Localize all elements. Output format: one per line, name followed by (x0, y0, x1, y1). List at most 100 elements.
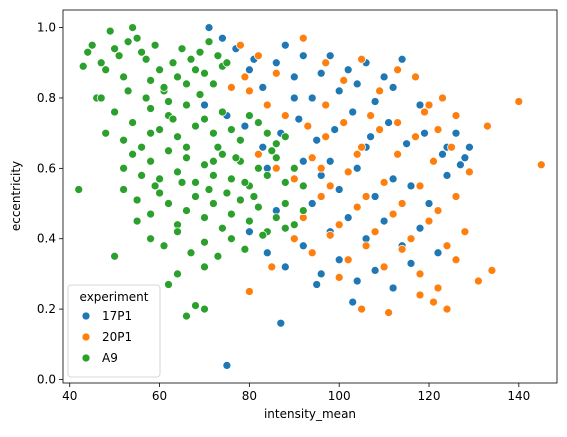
data-point-A9 (146, 128, 155, 138)
data-point-17P1 (352, 79, 362, 89)
data-point-20P1 (361, 241, 371, 251)
data-point-A9 (280, 178, 290, 187)
legend-marker-17P1 (81, 311, 91, 321)
data-point-17P1 (415, 223, 425, 233)
data-point-17P1 (343, 213, 353, 222)
data-point-A9 (200, 68, 209, 78)
data-point-A9 (123, 86, 133, 96)
data-point-A9 (298, 206, 308, 215)
data-point-17P1 (379, 216, 389, 226)
data-point-17P1 (415, 100, 425, 110)
data-point-17P1 (406, 181, 416, 191)
data-point-A9 (146, 234, 155, 244)
data-point-A9 (236, 135, 245, 145)
data-point-A9 (195, 47, 205, 57)
data-point-A9 (146, 104, 155, 113)
x-tick-label: 60 (152, 389, 167, 403)
y-tick-label: 0.8 (37, 91, 56, 105)
data-point-A9 (204, 37, 214, 47)
data-point-A9 (200, 160, 209, 170)
data-point-20P1 (451, 192, 461, 201)
data-point-20P1 (339, 76, 349, 85)
data-point-20P1 (411, 72, 420, 82)
data-point-A9 (182, 142, 191, 152)
data-point-17P1 (289, 72, 299, 82)
legend-marker-A9 (81, 353, 91, 363)
data-point-A9 (101, 128, 111, 138)
data-point-20P1 (343, 167, 353, 177)
data-point-A9 (110, 107, 119, 117)
data-point-A9 (137, 171, 146, 180)
data-point-20P1 (429, 297, 438, 307)
data-point-20P1 (379, 178, 389, 187)
data-point-A9 (182, 100, 191, 110)
data-point-A9 (218, 149, 227, 159)
data-point-A9 (128, 23, 137, 32)
data-point-A9 (132, 216, 142, 226)
data-point-A9 (146, 209, 155, 219)
data-point-20P1 (483, 121, 492, 131)
data-point-A9 (245, 216, 254, 226)
data-point-20P1 (433, 206, 443, 215)
data-point-17P1 (294, 114, 304, 124)
data-point-17P1 (424, 199, 434, 208)
data-point-A9 (182, 311, 191, 321)
data-point-A9 (146, 76, 155, 85)
legend-label-A9: A9 (102, 351, 118, 365)
data-point-20P1 (384, 308, 393, 317)
data-point-A9 (200, 114, 209, 124)
x-tick-label: 80 (242, 389, 257, 403)
data-point-20P1 (316, 163, 326, 173)
data-point-20P1 (406, 234, 416, 244)
data-point-A9 (173, 72, 182, 82)
data-point-A9 (262, 128, 272, 138)
data-point-20P1 (536, 160, 546, 170)
data-point-A9 (119, 163, 128, 173)
data-point-A9 (173, 167, 182, 177)
data-point-20P1 (289, 234, 299, 244)
data-point-A9 (173, 227, 182, 237)
data-point-17P1 (222, 361, 232, 370)
data-point-17P1 (325, 156, 335, 166)
data-point-A9 (218, 107, 227, 117)
data-point-20P1 (375, 86, 384, 96)
data-point-A9 (96, 93, 106, 103)
legend-title: experiment (80, 290, 149, 304)
data-point-20P1 (460, 227, 470, 237)
y-axis: 0.0 0.2 0.4 0.6 0.8 1.0 (37, 21, 63, 386)
data-point-17P1 (258, 142, 268, 152)
data-point-17P1 (420, 128, 429, 138)
data-point-A9 (191, 178, 200, 187)
points-layer (74, 23, 546, 370)
data-point-A9 (182, 153, 191, 163)
data-point-A9 (280, 223, 290, 233)
data-point-A9 (254, 202, 263, 212)
data-point-17P1 (298, 51, 308, 61)
data-point-17P1 (366, 132, 375, 142)
data-point-17P1 (276, 318, 286, 328)
data-point-17P1 (334, 185, 344, 194)
data-point-A9 (164, 280, 173, 289)
data-point-20P1 (352, 202, 362, 212)
data-point-17P1 (370, 97, 380, 106)
data-point-A9 (177, 178, 187, 187)
x-tick-label: 40 (62, 389, 77, 403)
data-point-20P1 (289, 174, 299, 184)
data-point-A9 (236, 195, 245, 205)
data-point-17P1 (370, 266, 380, 275)
data-point-A9 (298, 181, 308, 191)
y-axis-label: eccentricity (9, 161, 23, 231)
data-point-A9 (168, 58, 178, 68)
data-point-17P1 (289, 93, 299, 103)
data-point-20P1 (334, 273, 344, 282)
data-point-17P1 (307, 199, 317, 208)
data-point-20P1 (334, 220, 344, 230)
data-point-A9 (191, 301, 200, 310)
data-point-A9 (155, 65, 164, 75)
data-point-17P1 (402, 139, 411, 149)
data-point-A9 (231, 153, 241, 163)
data-point-20P1 (245, 287, 254, 296)
data-point-A9 (227, 174, 236, 184)
data-point-17P1 (379, 72, 389, 82)
